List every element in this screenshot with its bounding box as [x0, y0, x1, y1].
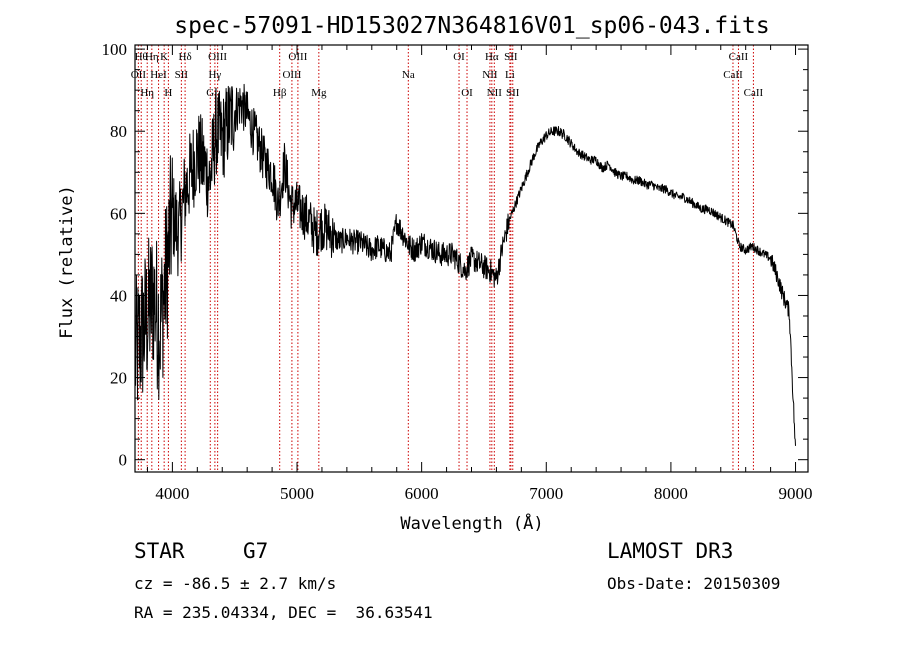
line-label: NII	[482, 69, 498, 81]
line-label: OIII	[282, 69, 301, 81]
line-label: Hβ	[273, 87, 287, 99]
x-tick-label: 9000	[779, 484, 813, 503]
line-label: OI	[453, 51, 465, 63]
line-label: CaII	[744, 87, 764, 99]
x-tick-label: 4000	[155, 484, 189, 503]
line-label: Hη	[140, 87, 154, 99]
x-tick-label: 8000	[654, 484, 688, 503]
y-tick-label: 0	[119, 451, 128, 470]
line-label: CaII	[723, 69, 743, 81]
survey-name: LAMOST DR3	[607, 539, 734, 563]
y-tick-label: 100	[102, 40, 128, 59]
line-label: SII	[504, 51, 518, 63]
line-label: SII	[175, 69, 189, 81]
y-tick-label: 80	[110, 122, 127, 141]
line-label: G	[206, 87, 214, 99]
tick-labels: 4000 5000 6000 7000 8000 9000 0 20 40 60 80 100	[102, 40, 813, 503]
observation-date: Obs-Date: 20150309	[607, 574, 781, 593]
x-tick-label: 7000	[529, 484, 563, 503]
line-label: OI	[461, 87, 473, 99]
line-label: Na	[402, 69, 415, 81]
line-label: Mg	[311, 87, 327, 99]
x-tick-label: 6000	[405, 484, 439, 503]
spectrum-series	[134, 83, 796, 446]
spectrum-line	[134, 83, 796, 446]
line-label: OIII	[208, 51, 227, 63]
spectral-line-labels: OIIHθHηHηHeIKHSIIHδGHγOIIIHβOIIIOIIIMgNa…	[131, 51, 764, 99]
y-axis-label: Flux (relative)	[57, 185, 77, 339]
line-label: K	[160, 51, 168, 63]
y-tick-label: 60	[110, 204, 127, 223]
line-label: Hη	[145, 51, 159, 63]
line-label: SII	[506, 87, 520, 99]
line-label: Hθ	[135, 51, 148, 63]
line-label: H	[164, 87, 172, 99]
object-subclass: G7	[243, 539, 269, 563]
line-label: Hγ	[208, 69, 221, 81]
line-label: Hα	[485, 51, 499, 63]
x-tick-label: 5000	[280, 484, 314, 503]
tick-marks	[135, 45, 808, 472]
sky-coordinates: RA = 235.04334, DEC = 36.63541	[134, 603, 433, 622]
line-label: NII	[487, 87, 503, 99]
line-label: OIII	[288, 51, 307, 63]
line-label: Hδ	[179, 51, 192, 63]
y-tick-label: 40	[110, 286, 127, 305]
chart-title: spec-57091-HD153027N364816V01_sp06-043.f…	[174, 13, 769, 39]
object-class: STAR	[134, 539, 185, 563]
line-label: Li	[505, 69, 515, 81]
line-label: OII	[131, 69, 147, 81]
x-axis-label: Wavelength (Å)	[400, 512, 543, 534]
line-label: CaII	[729, 51, 749, 63]
y-tick-label: 20	[110, 369, 127, 388]
line-label: HeI	[150, 69, 167, 81]
redshift-velocity: cz = -86.5 ± 2.7 km/s	[134, 574, 337, 593]
